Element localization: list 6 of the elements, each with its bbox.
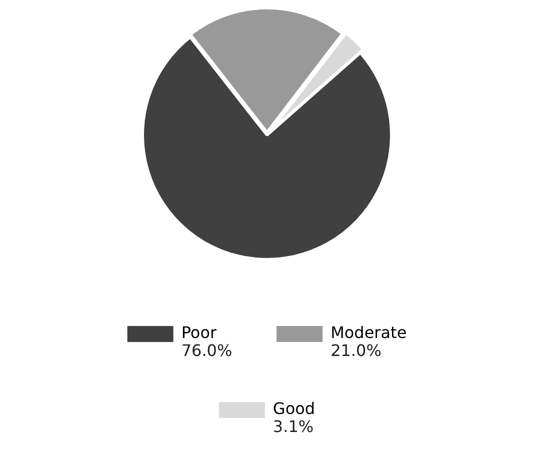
legend-label: Moderate [330, 323, 407, 342]
legend-label: Poor [181, 323, 217, 342]
data-label: 21.0% [330, 341, 382, 360]
legend-label: Good [272, 399, 316, 418]
data-label: 76.0% [181, 341, 232, 360]
data-label: 3.1% [272, 417, 314, 436]
